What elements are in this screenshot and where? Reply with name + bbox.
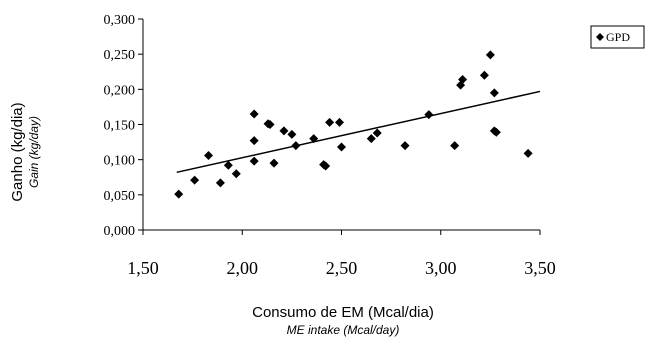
x-tick-label: 3,50 [524,258,556,278]
data-point [479,70,489,80]
data-point [279,126,289,136]
x-tick-label: 2,00 [227,258,259,278]
data-point [450,141,460,151]
data-point [249,136,259,146]
legend-label-gpd: GPD [606,30,630,44]
x-axis-title: Consumo de EM (Mcal/dia) [252,304,434,321]
y-tick-label: 0,100 [104,154,136,169]
x-axis-subtitle: ME intake (Mcal/day) [287,323,400,337]
data-point [231,169,241,179]
data-point [489,88,499,98]
y-tick-label: 0,050 [104,189,136,204]
y-axis-subtitle: Gain (kg/day) [27,116,41,188]
x-tick-label: 1,50 [127,258,159,278]
data-point [190,175,200,185]
x-axis-ticks: 1,50 2,00 2,50 3,00 3,50 [127,230,556,278]
data-point [372,128,382,138]
data-point [174,189,184,199]
y-tick-label: 0,150 [104,119,136,134]
y-tick-label: 0,000 [104,224,136,239]
data-point [215,178,225,188]
data-point [400,141,410,151]
data-point [491,127,501,137]
data-point [249,156,259,166]
data-point [366,134,376,144]
data-point [287,129,297,139]
data-point [321,161,331,171]
data-point [309,134,319,144]
data-point [458,74,468,84]
data-point [337,142,346,152]
legend: GPD [590,25,645,49]
data-point [204,150,214,160]
data-point [523,148,533,158]
data-point [335,117,345,127]
trendline-segment [176,90,541,174]
legend-marker-icon [596,33,604,41]
data-point [291,141,301,151]
y-tick-label: 0,300 [104,13,136,28]
data-points [174,50,533,199]
data-point [325,117,335,127]
data-point [265,120,275,129]
legend-box [590,25,645,49]
y-tick-label: 0,200 [104,83,136,98]
y-axis-title: Ganho (kg/dia) [9,102,26,201]
data-point [249,109,259,119]
data-point [223,160,233,170]
data-point [269,158,279,168]
trendline [176,90,541,174]
x-tick-label: 3,00 [425,258,457,278]
y-tick-label: 0,250 [104,48,136,63]
y-axis-ticks: 0,000 0,050 0,100 0,150 0,200 0,250 0,300 [104,13,143,239]
x-tick-label: 2,50 [326,258,358,278]
data-point [424,110,434,120]
data-point [485,50,495,60]
